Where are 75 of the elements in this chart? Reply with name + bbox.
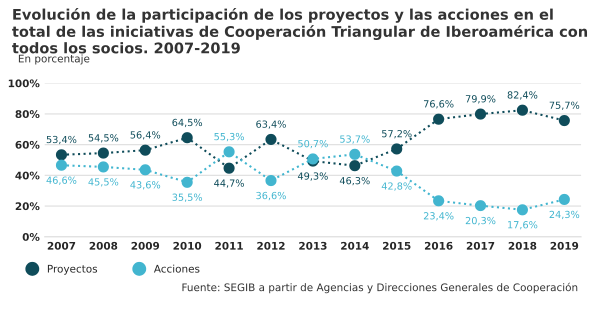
x-tick-label: 2011 bbox=[215, 242, 243, 250]
x-tick-label: 2008 bbox=[90, 242, 118, 250]
data-label: 42,8% bbox=[382, 182, 412, 191]
x-tick-label: 2010 bbox=[174, 242, 202, 250]
data-label: 76,6% bbox=[424, 100, 454, 109]
data-label: 79,9% bbox=[466, 95, 496, 104]
point bbox=[265, 134, 277, 145]
data-label: 53,7% bbox=[340, 135, 370, 144]
data-label: 46,3% bbox=[340, 176, 370, 186]
data-label: 23,4% bbox=[424, 212, 454, 220]
y-tick-label: 80% bbox=[16, 110, 40, 118]
data-label: 17,6% bbox=[508, 221, 538, 230]
source-note: Fuente: SEGIB a partir de Agencias y Direcciones Generales de Cooperación bbox=[182, 282, 578, 294]
point bbox=[98, 148, 109, 159]
x-tick-label: 2007 bbox=[48, 242, 76, 250]
point bbox=[474, 108, 486, 120]
data-label: 45,5% bbox=[88, 178, 118, 187]
data-label: 49,3% bbox=[298, 172, 328, 181]
data-label: 35,5% bbox=[172, 194, 202, 202]
point bbox=[391, 143, 402, 154]
y-tick-label: 0% bbox=[22, 233, 40, 241]
data-label: 55,3% bbox=[214, 132, 244, 142]
y-tick-label: 40% bbox=[15, 172, 40, 180]
data-label: 64,5% bbox=[172, 118, 202, 128]
point bbox=[307, 153, 318, 164]
x-tick-label: 2017 bbox=[466, 242, 494, 250]
x-tick-label: 2012 bbox=[257, 242, 285, 250]
point bbox=[182, 132, 193, 144]
data-label: 63,4% bbox=[256, 120, 286, 129]
y-tick-label: 100% bbox=[8, 79, 40, 88]
x-tick-label: 2016 bbox=[424, 242, 453, 250]
point bbox=[98, 161, 109, 172]
point bbox=[433, 195, 444, 206]
point bbox=[516, 204, 528, 216]
data-label: 57,2% bbox=[382, 130, 412, 138]
data-label: 54,5% bbox=[88, 134, 118, 142]
point bbox=[224, 162, 235, 174]
y-tick-label: 60% bbox=[16, 140, 40, 149]
legend-label: Proyectos bbox=[48, 264, 98, 275]
x-tick-label: 2018 bbox=[508, 242, 536, 250]
chart-title: Evolución de la participación de los proyectos y las acciones en el total de las iniciativas de Cooperación Triangular de Iberoamérica con todos los socios. 2007-2019 bbox=[12, 8, 588, 54]
x-tick-label: 2014 bbox=[341, 242, 369, 250]
data-label: 20,3% bbox=[466, 216, 496, 226]
x-tick-label: 2015 bbox=[383, 242, 410, 250]
point bbox=[182, 176, 193, 188]
data-label: 24,3% bbox=[550, 210, 580, 220]
point bbox=[56, 149, 68, 160]
point bbox=[224, 146, 235, 158]
chart-subtitle: En porcentaje bbox=[18, 54, 90, 64]
point bbox=[140, 164, 151, 176]
point bbox=[140, 144, 151, 156]
point bbox=[56, 160, 68, 171]
y-tick-label: 20% bbox=[16, 202, 40, 210]
x-tick-label: 2013 bbox=[299, 242, 327, 250]
point bbox=[558, 114, 570, 126]
x-tick-label: 2009 bbox=[132, 242, 160, 250]
point bbox=[516, 104, 528, 116]
point bbox=[349, 160, 360, 172]
data-label: 43,6% bbox=[130, 181, 160, 190]
point bbox=[558, 194, 570, 206]
x-tick-label: 2019 bbox=[550, 242, 578, 250]
data-label: 46,6% bbox=[46, 176, 76, 185]
point bbox=[391, 166, 402, 177]
point bbox=[265, 175, 277, 186]
data-label: 53,4% bbox=[46, 136, 76, 144]
point bbox=[433, 114, 444, 125]
point bbox=[474, 200, 486, 212]
data-label: 82,4% bbox=[508, 91, 538, 100]
point bbox=[349, 148, 360, 160]
data-label: 75,7% bbox=[550, 102, 580, 110]
data-label: 50,7% bbox=[298, 140, 328, 148]
data-label: 44,7% bbox=[214, 179, 244, 188]
legend-label: Acciones bbox=[154, 264, 200, 273]
data-label: 56,4% bbox=[130, 131, 160, 140]
data-label: 36,6% bbox=[256, 192, 286, 200]
